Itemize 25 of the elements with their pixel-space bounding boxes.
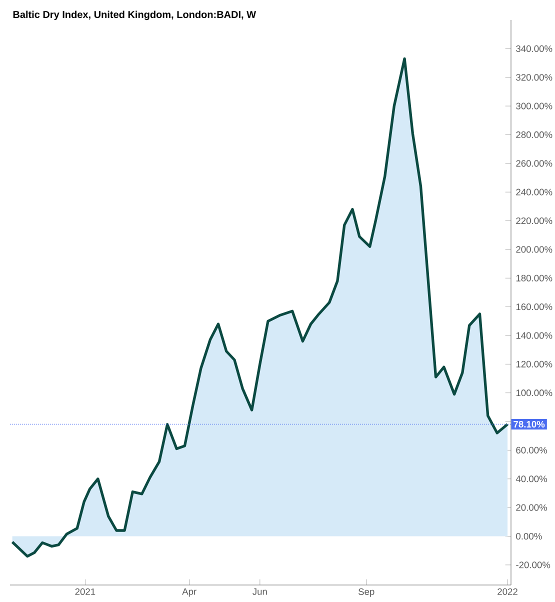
y-tick-label: 240.00% bbox=[516, 188, 552, 196]
y-tick-label: 20.00% bbox=[516, 504, 548, 511]
ref-line-label: 78.10% bbox=[514, 420, 545, 428]
y-tick-label: 100.00% bbox=[516, 390, 552, 396]
y-tick-label: 280.00% bbox=[516, 131, 552, 138]
y-tick-label: 0.00% bbox=[516, 532, 542, 540]
x-tick-label: Jun bbox=[252, 588, 267, 595]
y-tick-label: 40.00% bbox=[516, 476, 548, 482]
x-tick-label: 2022 bbox=[498, 588, 518, 595]
y-tick-label: 120.00% bbox=[516, 360, 552, 368]
y-tick-label: 340.00% bbox=[516, 45, 552, 52]
x-tick-label: 2021 bbox=[75, 588, 96, 595]
y-tick-label: 140.00% bbox=[516, 332, 552, 339]
y-tick-label: 320.00% bbox=[516, 74, 552, 81]
y-tick-label: 260.00% bbox=[516, 160, 552, 167]
y-tick-label: 180.00% bbox=[516, 274, 552, 282]
y-tick-label: -20.00% bbox=[516, 562, 550, 568]
x-tick-label: Sep bbox=[358, 588, 374, 597]
y-tick-label: 160.00% bbox=[516, 304, 552, 310]
y-tick-label: 60.00% bbox=[516, 446, 548, 454]
y-tick-label: 220.00% bbox=[516, 217, 552, 224]
x-tick-label: Apr bbox=[182, 588, 196, 597]
y-tick-label: 300.00% bbox=[516, 102, 552, 110]
chart-title: Baltic Dry Index, United Kingdom, London:BADI, W bbox=[13, 10, 256, 20]
y-tick-label: 200.00% bbox=[516, 246, 552, 253]
